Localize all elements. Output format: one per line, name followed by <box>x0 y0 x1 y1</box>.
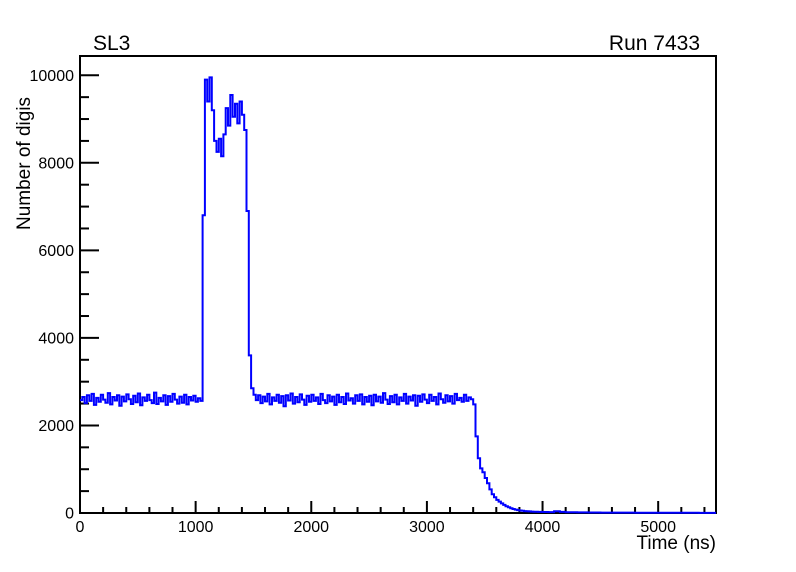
axes-layer: 0 1000 2000 3000 4000 5000 0 2000 4000 6000 8000 10… <box>30 68 706 536</box>
x-tick-label: 5000 <box>640 519 676 536</box>
plot-title: SL3 <box>93 32 130 55</box>
x-tick-label: 2000 <box>293 519 329 536</box>
y-tick-label: 10000 <box>30 68 75 85</box>
x-tick-label: 1000 <box>178 519 214 536</box>
y-tick-label: 2000 <box>38 418 74 435</box>
y-tick-label: 6000 <box>38 243 74 260</box>
x-tick-label: 3000 <box>409 519 445 536</box>
y-tick-label: 8000 <box>38 155 74 172</box>
plot-frame <box>79 55 717 514</box>
y-tick-label: 4000 <box>38 330 74 347</box>
run-label: Run 7433 <box>609 32 700 55</box>
x-tick-label: 4000 <box>525 519 561 536</box>
y-tick-label: 0 <box>65 506 74 523</box>
x-axis-title: Time (ns) <box>636 533 716 554</box>
y-axis-title: Number of digis <box>14 97 35 230</box>
x-tick-label: 0 <box>76 519 85 536</box>
histogram-line <box>80 76 716 514</box>
